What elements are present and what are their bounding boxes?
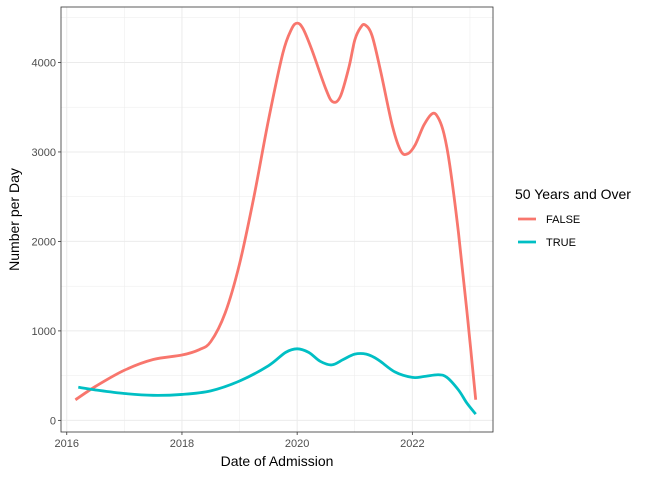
plot-border <box>60 6 494 433</box>
y-axis-title: Number per Day <box>6 168 22 271</box>
series-line-true <box>78 347 477 415</box>
series-line-false <box>74 21 478 401</box>
x-axis: 2016 2018 2020 2022 <box>55 432 425 450</box>
series-layer <box>74 21 478 415</box>
x-tick-label: 2020 <box>285 438 309 450</box>
y-tick-label: 0 <box>50 415 56 427</box>
x-tick-label: 2016 <box>55 438 79 450</box>
x-axis-title: Date of Admission <box>221 453 334 469</box>
x-tick-label: 2022 <box>400 438 424 450</box>
y-tick-label: 1000 <box>32 326 56 338</box>
y-axis: 0 1000 2000 3000 4000 <box>32 57 61 427</box>
y-tick-label: 2000 <box>32 236 56 248</box>
grid-lines <box>61 7 493 432</box>
legend-label-true: TRUE <box>546 237 576 249</box>
legend-title: 50 Years and Over <box>515 186 631 202</box>
y-tick-label: 4000 <box>32 57 56 69</box>
legend-label-false: FALSE <box>546 214 580 226</box>
legend-keys: FALSE TRUE <box>518 214 580 249</box>
x-tick-label: 2018 <box>170 438 194 450</box>
legend: 50 Years and Over FALSE TRUE <box>515 186 631 249</box>
y-tick-label: 3000 <box>32 147 56 159</box>
